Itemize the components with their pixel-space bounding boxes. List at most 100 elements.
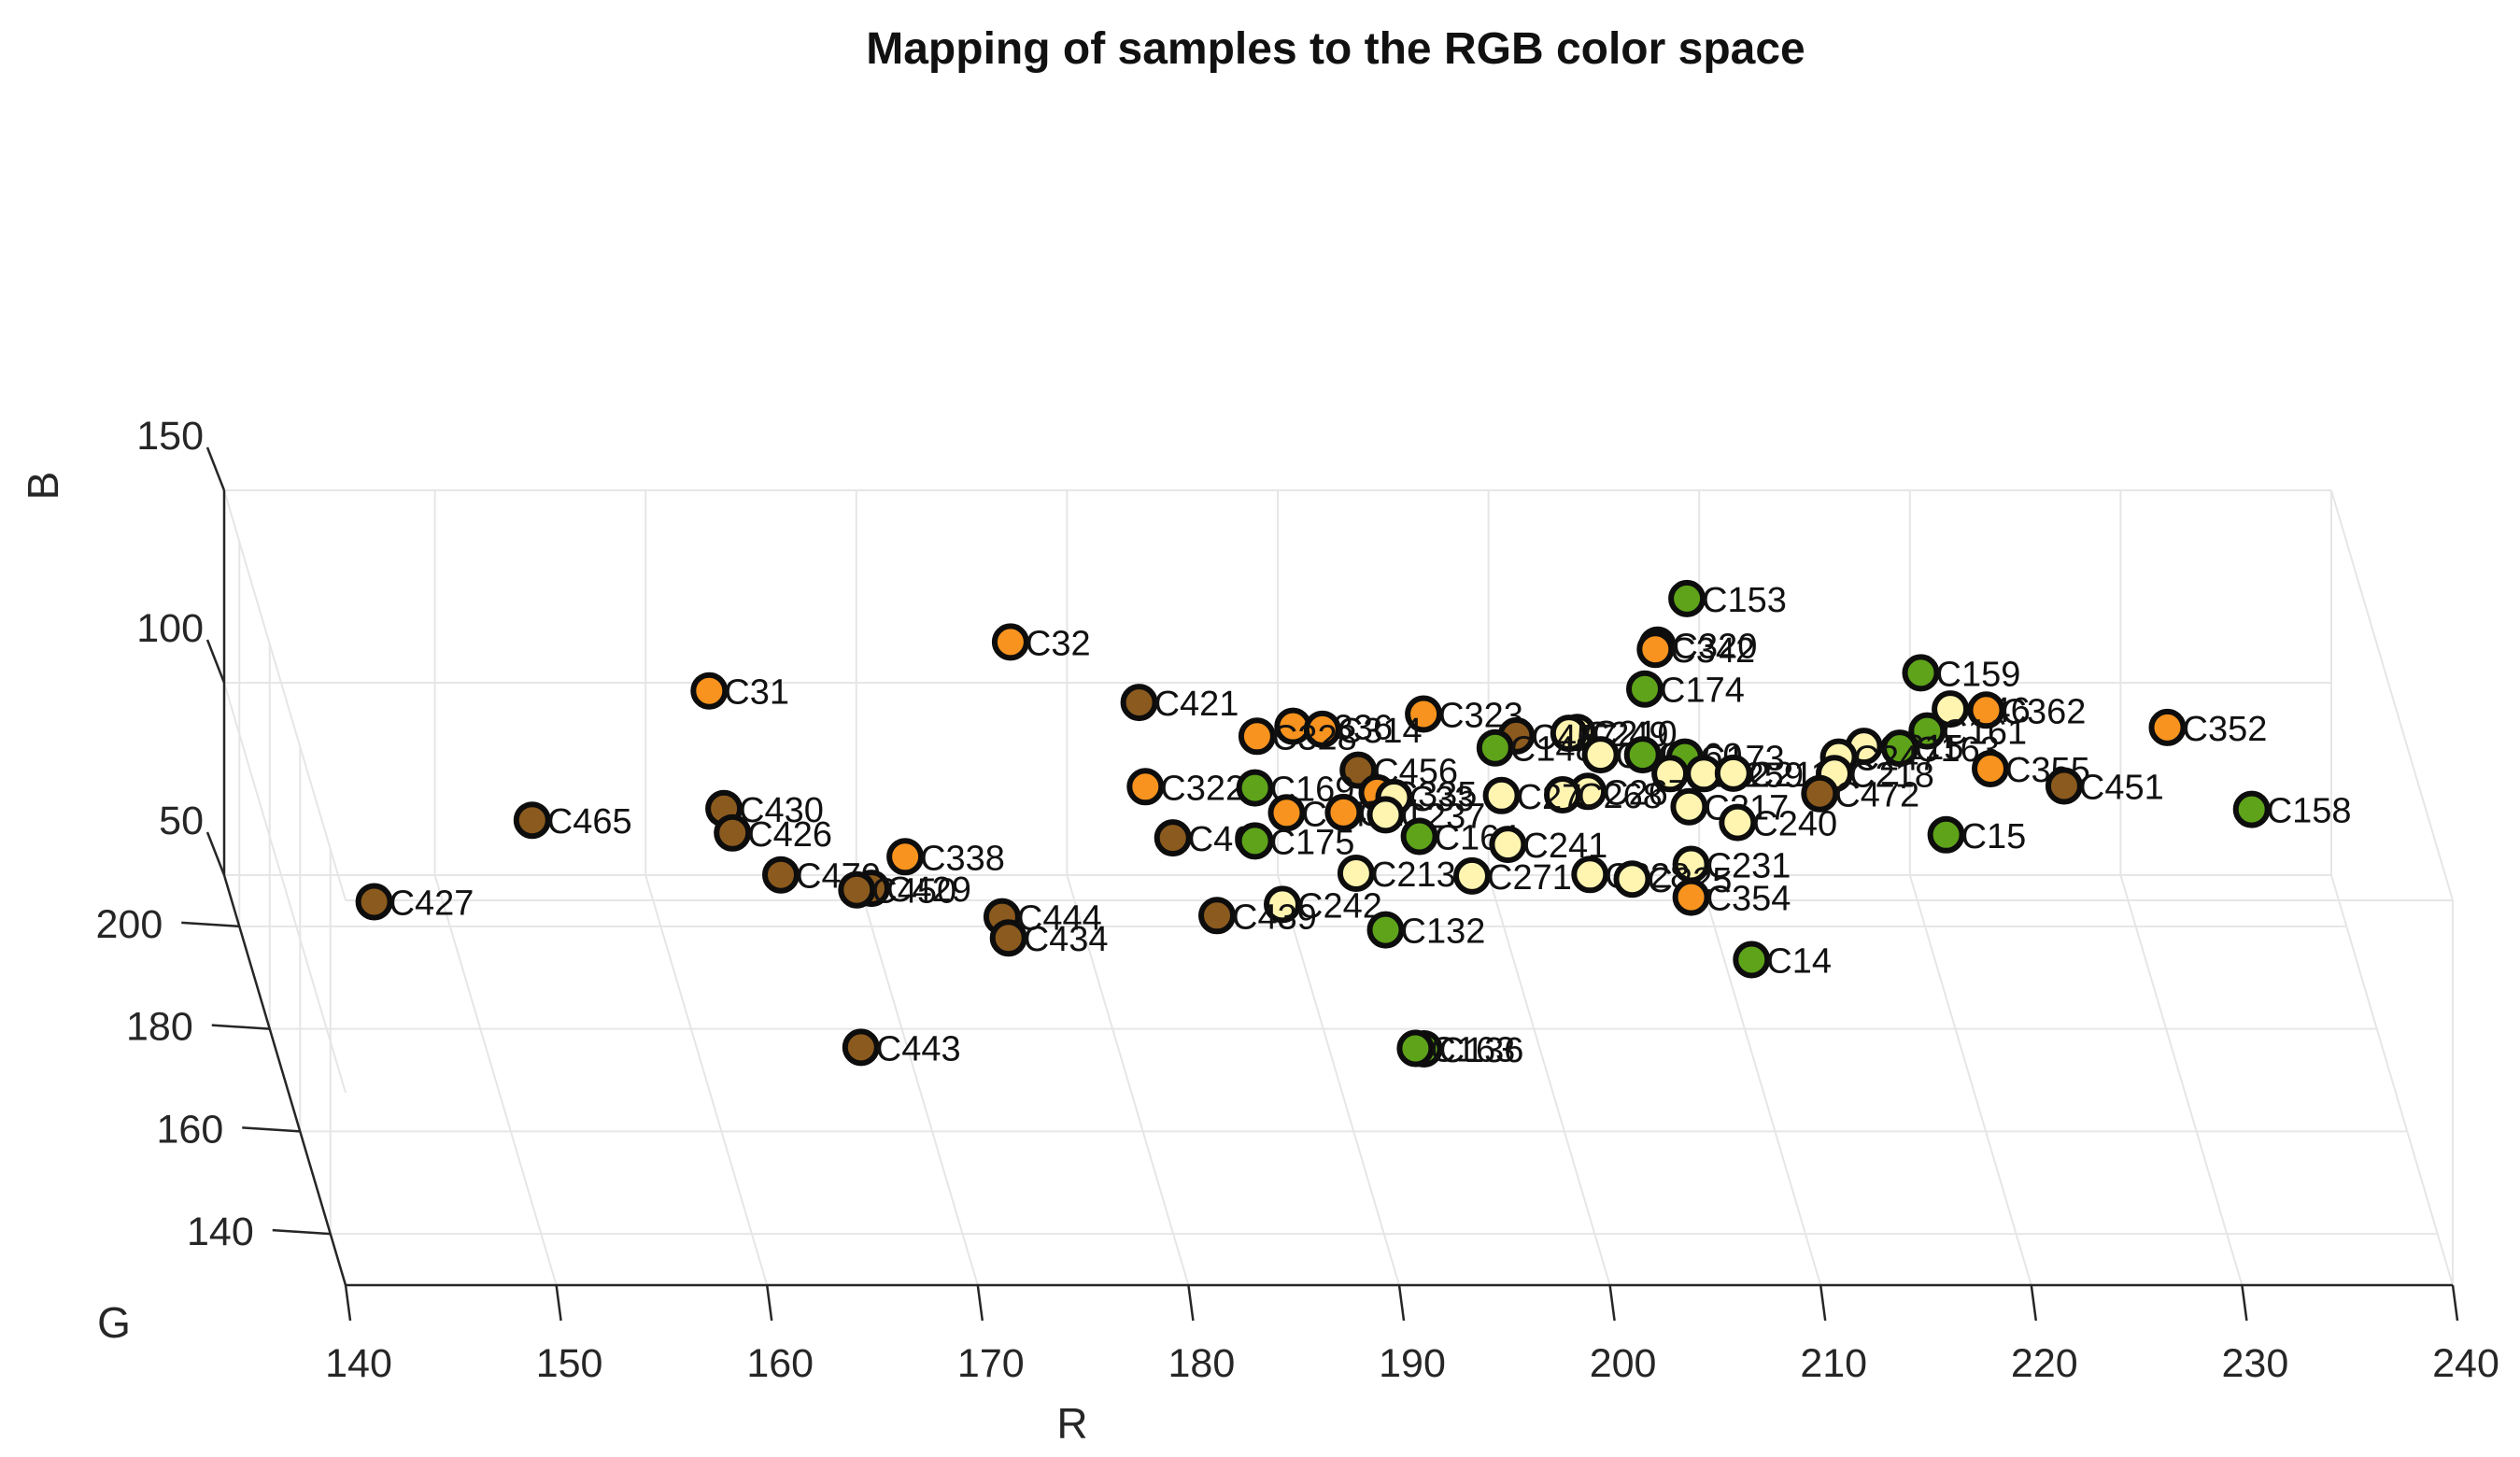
point-marker [1238,717,1276,756]
point-marker [1927,815,1965,854]
x-tick [1819,1284,1827,1322]
data-point: C426 [714,813,832,855]
point-marker [1668,579,1706,617]
point-marker [1972,750,2009,787]
point-label: C421 [1154,685,1239,724]
point-marker [1236,822,1274,860]
z-tick [205,831,226,876]
x-tick [1608,1284,1616,1322]
y-tick [272,1228,331,1236]
x-tick [976,1284,984,1322]
gridline-floor-r [2330,874,2454,1286]
x-tick-label: 230 [2222,1341,2289,1386]
point-label: C247 [1854,740,1939,779]
point-label: C443 [876,1029,961,1068]
point-marker [1482,776,1521,814]
data-point: C421 [1120,684,1239,724]
gridline-floor-r [855,874,979,1286]
z-tick-label: 100 [136,606,204,651]
z-tick-label: 150 [136,414,204,459]
point-label: C153 [1702,581,1787,620]
data-point: C237 [1366,796,1485,836]
point-marker [690,672,729,710]
y-axis-line [222,874,347,1286]
point-label: C231 [1706,847,1791,886]
point-label: C175 [1270,823,1355,862]
point-marker [1154,819,1192,857]
point-label: C242 [1297,886,1382,926]
point-marker [838,870,876,909]
point-marker [1405,695,1443,733]
data-point: C450 [838,870,956,912]
x-tick-label: 150 [536,1341,603,1386]
x-tick [2451,1284,2459,1322]
point-marker [842,1028,880,1067]
point-label: C362 [2002,692,2087,731]
gridline-floor-r [1277,874,1400,1286]
point-marker [1550,714,1588,753]
point-marker [1453,856,1491,895]
point-label: C444 [1017,899,1102,939]
point-label: C148 [1510,730,1595,770]
data-point: C174 [1626,670,1745,711]
gridline-floor-r [1487,874,1611,1286]
point-marker [1571,856,1609,894]
axes [181,446,2459,1322]
point-marker [513,801,551,840]
point-label: C174 [1660,672,1745,711]
point-marker [2045,767,2083,805]
point-label: C342 [1670,631,1755,671]
data-point: C314 [1303,710,1423,751]
point-label: C161 [1942,714,2027,753]
point-marker [355,883,393,921]
point-label: C218 [1849,756,1934,795]
point-marker [1636,630,1675,669]
point-marker [1400,817,1438,856]
point-label: C268 [1578,777,1663,816]
data-point: C132 [1366,911,1486,952]
point-marker [1267,794,1306,832]
point-marker [1476,728,1514,767]
data-point: C465 [513,801,632,842]
y-axis-label: G [97,1298,131,1347]
point-label: C136 [1439,1031,1524,1070]
point-label: C32 [1026,624,1091,663]
data-point: C354 [1672,878,1791,919]
data-point: C31 [690,672,789,713]
point-marker [1932,690,1970,728]
data-point: C27 [1482,776,1581,817]
point-label: C213 [1371,856,1456,895]
point-marker [1396,1029,1435,1068]
point-label: C427 [389,884,474,924]
point-label: C429 [886,870,971,910]
point-marker [1544,776,1581,813]
point-label: C451 [2079,769,2164,808]
y-tick [211,1024,270,1030]
point-label: C430 [739,791,824,830]
data-point: C338 [886,838,1005,878]
gridline-floor-r [1066,874,1190,1286]
point-label: C132 [1401,912,1486,952]
point-label: C158 [2267,792,2352,831]
y-tick [242,1126,301,1133]
data-point: C158 [2232,790,2352,831]
point-label: C450 [871,872,956,912]
point-marker [989,919,1027,957]
point-marker [1902,654,1940,692]
x-tick [765,1284,773,1322]
gridline-floor-r [1908,874,2032,1286]
y-tick-label: 140 [187,1209,254,1254]
data-point: C268 [1544,776,1663,816]
gridline-floor-r [2119,874,2244,1286]
point-label: C240 [1752,805,1837,844]
data-point: C451 [2045,767,2164,808]
data-point: C161 [1908,712,2027,753]
x-tick [1187,1284,1195,1322]
data-point: C439 [1198,897,1317,937]
data-point: C175 [1236,822,1355,862]
point-marker [1967,691,2005,729]
y-tick-label: 160 [157,1107,224,1152]
point-marker [991,623,1029,661]
x-tick-label: 200 [1590,1341,1657,1386]
